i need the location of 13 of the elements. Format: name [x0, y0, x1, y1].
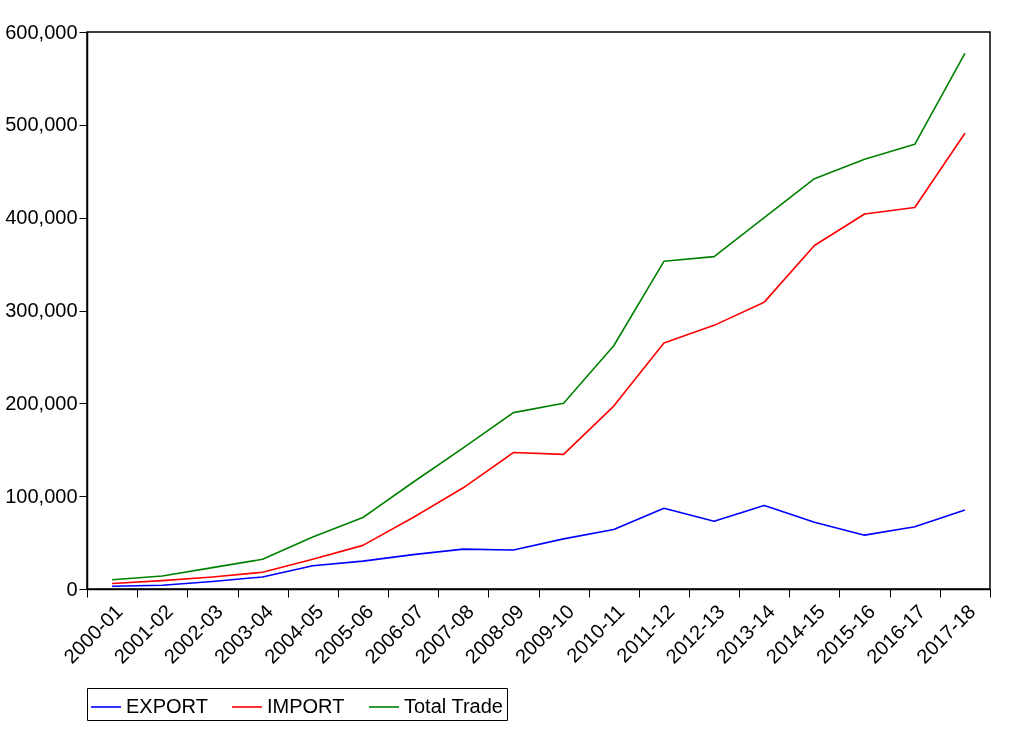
- line-series: [111, 52, 966, 581]
- line-series: [111, 132, 966, 585]
- y-tick-label: 200,000: [5, 391, 78, 414]
- y-tick-label: 100,000: [5, 484, 78, 507]
- y-tick-label: 300,000: [5, 299, 78, 321]
- y-tick-label: 0: [66, 577, 78, 600]
- y-tick-label: 500,000: [5, 113, 78, 136]
- legend-label: IMPORT: [267, 695, 345, 717]
- legend-label: Total Trade: [404, 695, 503, 717]
- y-tick-label: 600,000: [5, 20, 78, 43]
- legend-label: EXPORT: [126, 695, 208, 717]
- y-tick-label: 400,000: [5, 206, 78, 229]
- line-series: [111, 504, 966, 588]
